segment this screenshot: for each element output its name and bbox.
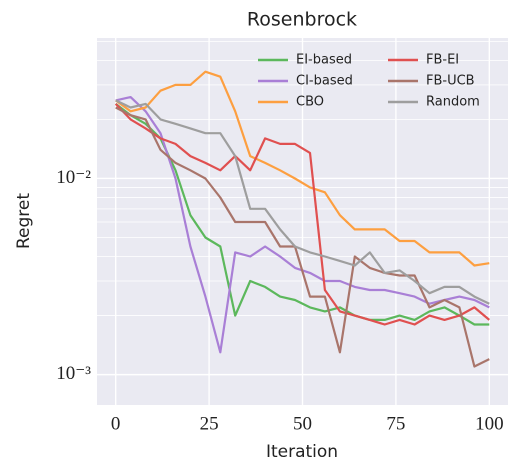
- x-tick-label: 25: [200, 413, 219, 434]
- y-tick-label: 10⁻²: [56, 167, 91, 188]
- x-tick-label: 50: [293, 413, 312, 434]
- legend-label: EI-based: [296, 53, 352, 68]
- y-axis-label: Regret: [14, 193, 34, 249]
- y-tick-label: 10⁻³: [56, 363, 91, 384]
- x-tick-label: 100: [475, 413, 504, 434]
- series-line: [114, 103, 491, 326]
- series-line: [115, 70, 490, 267]
- x-axis-label: Iteration: [266, 442, 338, 462]
- series-line: [115, 99, 490, 305]
- series-line: [115, 106, 490, 368]
- legend-label: Random: [426, 95, 480, 110]
- x-tick-label: 75: [386, 413, 405, 434]
- series-line: [115, 103, 490, 326]
- legend-label: FB-EI: [426, 53, 459, 68]
- x-tick-label: 0: [111, 413, 121, 434]
- legend-label: CBO: [296, 95, 324, 110]
- chart-title: Rosenbrock: [247, 9, 357, 31]
- legend-label: FB-UCB: [426, 74, 475, 89]
- legend-label: CI-based: [296, 74, 353, 89]
